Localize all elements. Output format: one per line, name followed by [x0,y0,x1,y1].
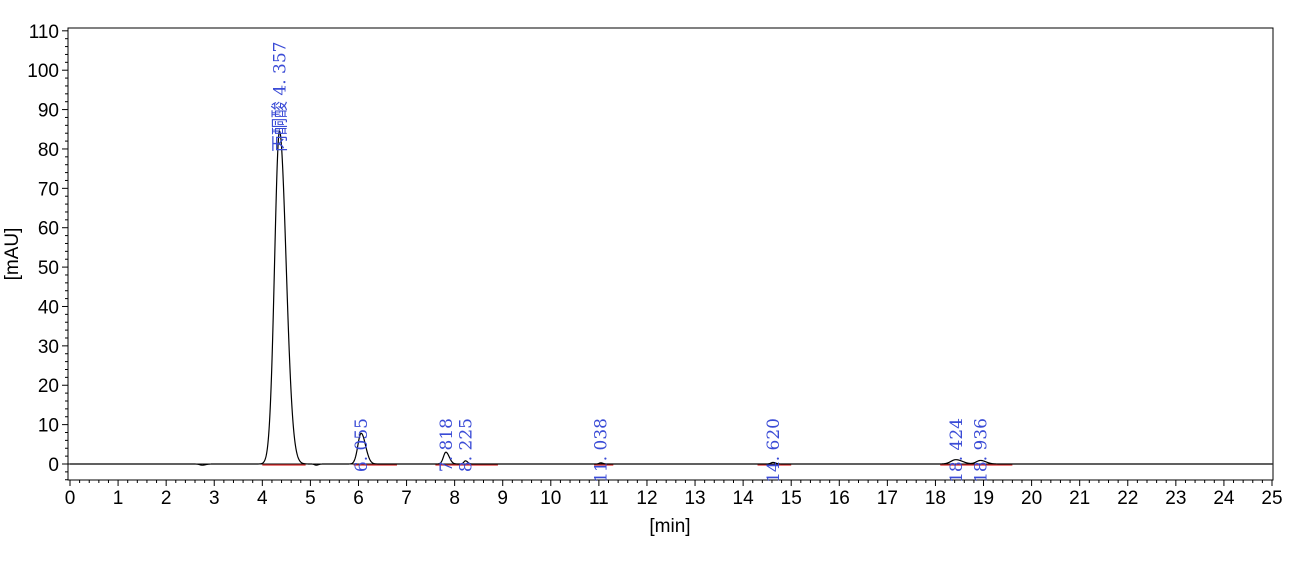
peak-label: 8. 225 [456,418,476,472]
peak-label: 6. 055 [352,418,372,472]
x-tick-label: 2 [161,488,172,509]
y-tick-label: 70 [38,179,59,200]
y-tick-label: 80 [38,140,59,161]
y-tick-label: 60 [38,219,59,240]
y-tick-label: 30 [38,337,59,358]
x-tick-label: 20 [1021,488,1042,509]
x-tick-label: 14 [733,488,755,509]
x-tick-label: 12 [636,488,657,509]
y-tick-label: 40 [38,297,59,318]
x-tick-label: 17 [877,488,898,509]
x-tick-label: 7 [401,488,412,509]
y-axis: 0 10 20 30 40 50 60 70 80 90 100 110 [27,22,68,481]
x-tick-label: 9 [497,488,508,509]
peak-label: 14. 620 [764,418,784,483]
x-tick-label: 1 [113,488,124,509]
x-tick-label: 21 [1069,488,1090,509]
peak-label: 7. 818 [437,418,457,472]
x-tick-label: 25 [1261,488,1282,509]
x-axis-label: [min] [649,516,690,537]
x-tick-label: 5 [305,488,316,509]
x-tick-label: 8 [449,488,460,509]
plot-frame [67,27,1274,481]
peak-label: 11. 038 [592,418,612,483]
x-tick-label: 3 [209,488,220,509]
peak-label: 18. 936 [971,418,991,483]
y-tick-label: 90 [38,101,59,122]
y-tick-label: 50 [38,258,59,279]
x-tick-label: 24 [1213,488,1235,509]
x-tick-label: 0 [65,488,76,509]
x-tick-label: 19 [973,488,994,509]
x-tick-label: 13 [684,488,705,509]
peak-label: 丙酮酸 4. 357 [270,42,290,152]
x-tick-label: 6 [353,488,364,509]
y-tick-label: 110 [29,22,59,43]
peak-labels: 丙酮酸 4. 357 6. 055 7. 818 8. 225 11. 038 14. 6… [270,42,991,483]
y-tick-label: 100 [27,61,59,82]
chromatogram-trace [70,130,1272,466]
x-tick-label: 18 [925,488,946,509]
x-axis: 0 1 2 3 4 5 6 7 8 9 10 11 12 13 14 15 16 17 18 19 20 21 22 23 24… [65,479,1283,509]
x-tick-label: 4 [257,488,268,509]
x-tick-label: 23 [1165,488,1186,509]
x-tick-label: 15 [781,488,802,509]
peak-label: 18. 424 [947,418,967,483]
y-axis-label: [mAU] [2,228,23,281]
x-tick-label: 11 [589,488,609,509]
x-tick-label: 16 [829,488,850,509]
y-tick-label: 10 [38,416,59,437]
y-tick-label: 0 [48,455,59,476]
y-tick-label: 20 [38,376,59,397]
x-tick-label: 22 [1117,488,1138,509]
x-tick-label: 10 [540,488,561,509]
